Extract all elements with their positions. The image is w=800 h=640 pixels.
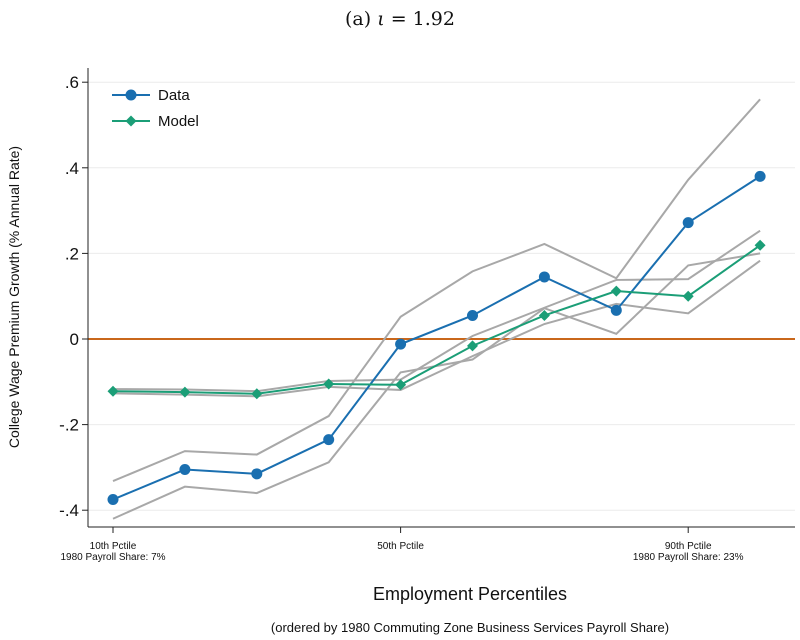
data-point bbox=[323, 434, 335, 446]
legend-model-marker bbox=[125, 115, 137, 127]
data-point bbox=[538, 271, 550, 283]
model-point bbox=[251, 388, 263, 400]
data-point bbox=[179, 464, 191, 476]
model-point bbox=[467, 340, 478, 352]
band-line bbox=[112, 98, 761, 483]
y-tick-label: .4 bbox=[65, 159, 79, 178]
bands bbox=[112, 98, 761, 520]
model-series-line bbox=[112, 244, 761, 395]
x-tick-sublabel: 1980 Payroll Share: 23% bbox=[633, 552, 744, 563]
y-tick-label: .2 bbox=[65, 244, 79, 263]
title-prefix: (a) bbox=[345, 8, 378, 30]
data-point bbox=[682, 217, 694, 229]
model-point bbox=[179, 386, 191, 398]
series bbox=[107, 170, 766, 505]
x-tick-sublabel: 1980 Payroll Share: 7% bbox=[60, 552, 165, 563]
title-symbol: ι bbox=[377, 8, 385, 30]
legend: Data Model bbox=[112, 87, 199, 130]
model-point bbox=[682, 290, 694, 302]
x-tick-label: 90th Pctile bbox=[665, 541, 712, 552]
data-point bbox=[467, 309, 478, 321]
data-point bbox=[754, 170, 766, 182]
model-point bbox=[610, 285, 622, 297]
y-tick-label: -.2 bbox=[59, 416, 79, 435]
gridlines bbox=[88, 81, 795, 511]
x-axis-label: Employment Percentiles bbox=[373, 584, 567, 604]
y-tick-label: 0 bbox=[70, 330, 79, 349]
x-tick-label: 10th Pctile bbox=[90, 541, 137, 552]
data-point bbox=[395, 338, 407, 350]
data-point bbox=[610, 304, 622, 316]
chart-title: (a) ι = 1.92 bbox=[0, 8, 800, 30]
legend-data-label: Data bbox=[158, 87, 190, 104]
model-point bbox=[754, 239, 766, 251]
title-suffix: = 1.92 bbox=[384, 8, 455, 30]
y-axis-label: College Wage Premium Growth (% Annual Ra… bbox=[6, 146, 22, 448]
data-point bbox=[107, 494, 119, 505]
data-series-line bbox=[112, 175, 761, 501]
legend-data-marker bbox=[125, 89, 137, 101]
x-tick-label: 50th Pctile bbox=[377, 541, 424, 552]
y-tick-label: -.4 bbox=[59, 501, 79, 520]
band-line bbox=[112, 259, 761, 398]
data-point bbox=[251, 468, 263, 480]
legend-model-label: Model bbox=[158, 113, 199, 130]
band-line bbox=[112, 229, 761, 393]
model-point bbox=[395, 379, 407, 391]
model-point bbox=[107, 385, 119, 397]
model-point bbox=[323, 378, 335, 390]
x-axis-note: (ordered by 1980 Commuting Zone Business… bbox=[271, 620, 669, 635]
model-point bbox=[538, 309, 550, 321]
y-tick-label: .6 bbox=[65, 73, 79, 92]
